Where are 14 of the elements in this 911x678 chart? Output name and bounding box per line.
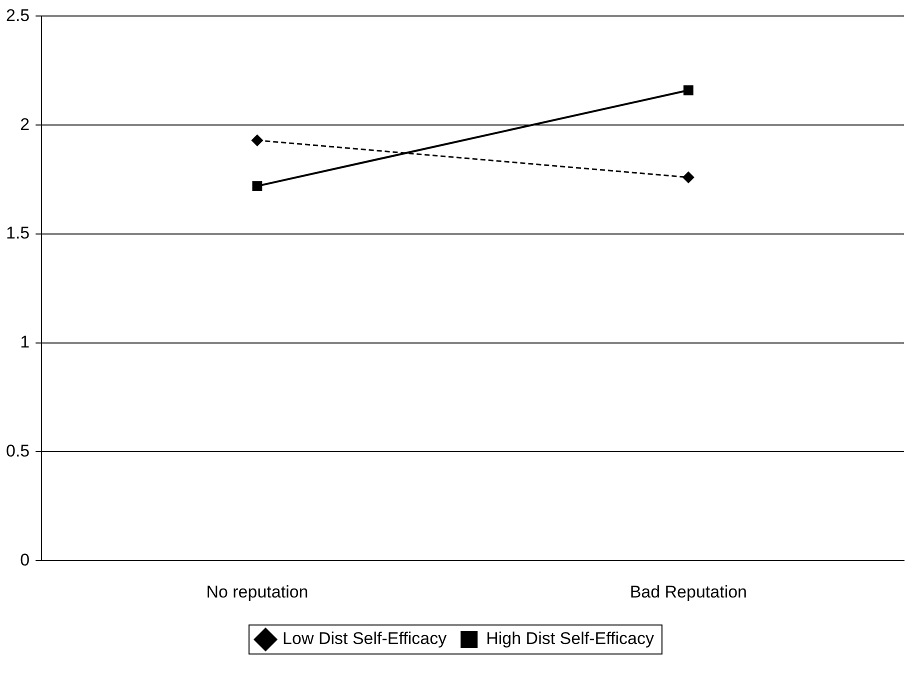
legend-label: Low Dist Self-Efficacy [282,629,448,648]
point [252,181,262,192]
y-tick-label: 1.5 [6,224,30,243]
x-tick-label: Bad Reputation [630,582,748,602]
y-tick-label: 0 [20,550,30,570]
x-tick-label: No reputation [206,582,308,602]
point [251,134,264,146]
y-tick-label: 1 [20,332,30,352]
point [682,171,694,184]
y-tick-label: 0.5 [6,441,30,460]
point [683,85,694,96]
legend-label: High Dist Self-Efficacy [486,629,654,648]
y-tick-label: 2 [20,114,30,134]
y-tick-label: 2.5 [6,6,30,25]
